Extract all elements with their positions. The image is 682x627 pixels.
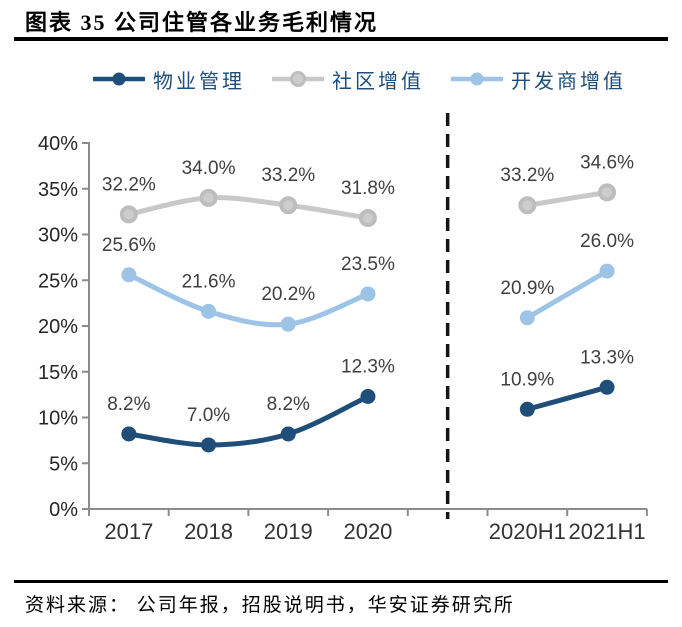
y-axis-label: 10%	[38, 408, 78, 430]
source-divider-rule	[14, 580, 668, 583]
series-line-物业管理	[126, 393, 371, 448]
y-axis-label: 25%	[38, 270, 78, 292]
data-point	[518, 196, 537, 215]
data-label: 21.6%	[182, 271, 236, 292]
data-point	[599, 263, 615, 279]
data-label: 23.5%	[341, 254, 395, 275]
data-point	[279, 196, 298, 215]
line-marker-icon	[272, 71, 324, 87]
data-point	[598, 183, 617, 202]
legend-label: 社区增值	[332, 70, 424, 93]
legend-item-community-value-added: 社区增值	[272, 65, 424, 94]
x-axis-label: 2020	[343, 519, 392, 544]
chart-legend: 物业管理 社区增值 开发商增值	[93, 63, 626, 95]
y-axis-label: 0%	[49, 499, 78, 521]
data-point	[599, 379, 615, 395]
data-point	[201, 437, 217, 453]
data-label: 12.3%	[341, 356, 395, 377]
x-axis-label: 2020H1	[489, 519, 566, 544]
data-label: 33.2%	[261, 165, 315, 186]
data-label: 8.2%	[107, 394, 150, 415]
legend-label: 物业管理	[153, 70, 245, 93]
data-point	[201, 303, 217, 319]
data-label: 32.2%	[102, 174, 156, 195]
x-axis-label: 2019	[264, 519, 313, 544]
line-marker-icon	[451, 72, 503, 86]
data-point	[121, 426, 137, 442]
y-axis-label: 30%	[38, 225, 78, 247]
data-point	[519, 401, 535, 417]
data-label: 33.2%	[500, 165, 554, 186]
x-axis-label: 2017	[104, 519, 153, 544]
data-point	[119, 205, 138, 224]
data-label: 13.3%	[580, 347, 634, 368]
x-axis-label: 2018	[184, 519, 233, 544]
data-point	[199, 188, 218, 207]
data-label: 10.9%	[500, 369, 554, 390]
y-axis-label: 5%	[49, 453, 78, 475]
data-label: 31.8%	[341, 178, 395, 199]
data-label: 26.0%	[580, 231, 634, 252]
data-label: 7.0%	[187, 405, 230, 426]
data-label: 20.9%	[500, 278, 554, 299]
data-label: 20.2%	[261, 284, 315, 305]
series-line-社区增值	[126, 195, 371, 221]
data-point	[360, 388, 376, 404]
data-point	[121, 267, 137, 283]
data-point	[360, 286, 376, 302]
figure-title: 图表 35 公司住管各业务毛利情况	[25, 10, 379, 35]
series-line-物业管理	[524, 384, 610, 412]
data-label: 34.0%	[182, 158, 236, 179]
y-axis-label: 15%	[38, 362, 78, 384]
data-point	[280, 316, 296, 332]
data-label: 25.6%	[102, 235, 156, 256]
data-label: 34.6%	[580, 152, 634, 173]
x-axis-label: 2021H1	[569, 519, 646, 544]
y-axis-label: 40%	[38, 133, 78, 155]
line-marker-icon	[93, 72, 145, 86]
y-axis-label: 20%	[38, 316, 78, 338]
y-axis-label: 35%	[38, 179, 78, 201]
title-divider-rule	[14, 37, 668, 41]
source-note: 资料来源： 公司年报，招股说明书，华安证券研究所	[25, 595, 515, 616]
data-point	[280, 426, 296, 442]
data-point	[519, 310, 535, 326]
legend-label: 开发商增值	[511, 70, 626, 93]
series-line-社区增值	[524, 189, 610, 208]
series-line-开发商增值	[126, 272, 371, 328]
data-label: 8.2%	[267, 394, 310, 415]
legend-item-developer-value-added: 开发商增值	[451, 65, 626, 94]
legend-item-property-management: 物业管理	[93, 65, 245, 94]
data-point	[358, 209, 377, 228]
